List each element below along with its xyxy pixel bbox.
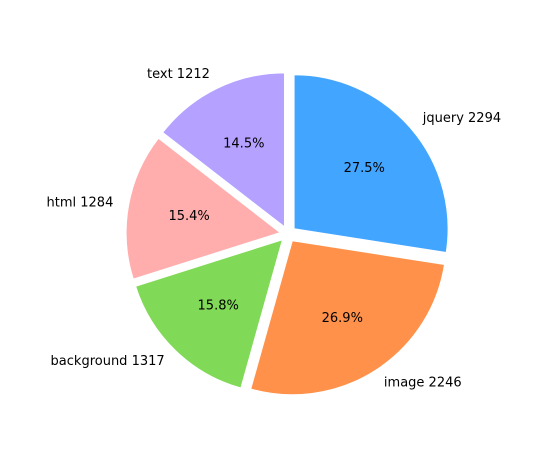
pie-percent-label-0: 27.5% bbox=[344, 161, 385, 176]
pie-category-label-3: html 1284 bbox=[47, 195, 114, 210]
pie-category-label-1: image 2246 bbox=[384, 376, 462, 391]
pie-percent-label-2: 15.8% bbox=[198, 299, 239, 314]
pie-percent-label-4: 14.5% bbox=[223, 136, 264, 151]
pie-slice-2 bbox=[134, 238, 284, 389]
pie-slice-3 bbox=[125, 137, 282, 280]
pie-percent-label-3: 15.4% bbox=[168, 209, 209, 224]
pie-category-label-0: jquery 2294 bbox=[422, 111, 501, 126]
pie-slice-4 bbox=[162, 72, 285, 228]
pie-slice-0 bbox=[293, 74, 449, 254]
pie-category-label-2: background 1317 bbox=[51, 354, 165, 369]
pie-percent-label-1: 26.9% bbox=[322, 311, 363, 326]
pie-category-label-4: text 1212 bbox=[147, 67, 210, 82]
pie-slice-1 bbox=[250, 240, 446, 396]
